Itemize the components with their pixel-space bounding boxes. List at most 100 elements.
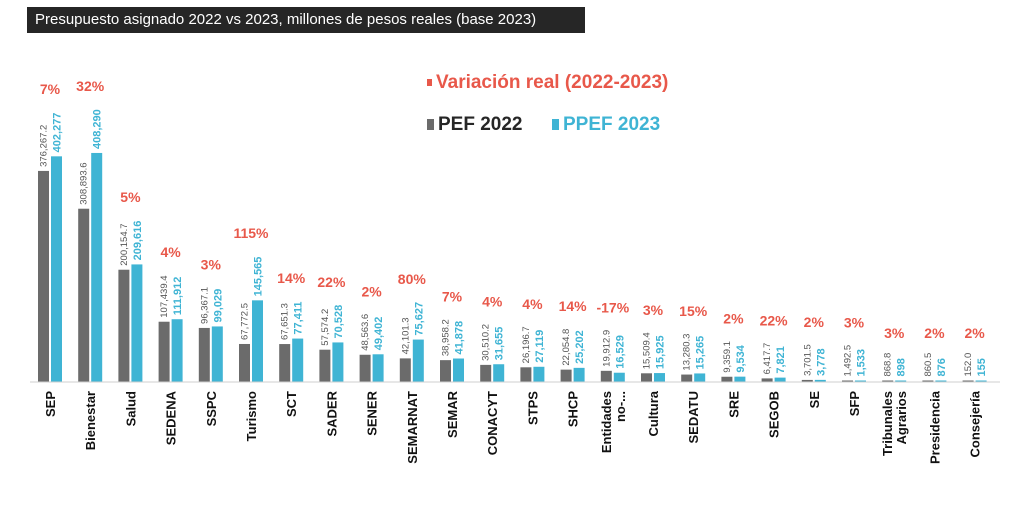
bar-pef-2022 bbox=[882, 380, 894, 382]
data-label-pef: 152.0 bbox=[963, 353, 974, 377]
category-label: SENER bbox=[365, 390, 380, 435]
bar-pef-2022 bbox=[922, 380, 934, 382]
data-label-ppef: 15,925 bbox=[655, 335, 667, 369]
data-label-ppef: 70,528 bbox=[333, 305, 345, 339]
category-label: CONACYT bbox=[485, 391, 500, 455]
bar-ppef-2023 bbox=[613, 372, 625, 382]
variation-label: -17% bbox=[596, 299, 629, 315]
bar-ppef-2023 bbox=[734, 376, 746, 382]
bar-pef-2022 bbox=[198, 327, 210, 382]
legend-variation-swatch bbox=[427, 79, 432, 87]
legend-pef: PEF 2022 bbox=[427, 114, 523, 136]
category-label: SHCP bbox=[566, 391, 581, 427]
data-label-pef: 26,196.7 bbox=[521, 326, 532, 363]
bar-pef-2022 bbox=[721, 376, 733, 382]
data-label-ppef: 25,202 bbox=[574, 330, 586, 364]
category-label: SEMAR bbox=[445, 390, 460, 438]
bar-ppef-2023 bbox=[895, 380, 907, 382]
data-label-pef: 42,101.3 bbox=[400, 317, 411, 354]
data-label-ppef: 3,778 bbox=[815, 348, 827, 376]
bar-ppef-2023 bbox=[453, 358, 464, 382]
variation-label: 4% bbox=[160, 244, 181, 260]
category-label: Consejería bbox=[968, 390, 983, 457]
bar-pef-2022 bbox=[158, 321, 170, 382]
data-label-ppef: 1,533 bbox=[856, 349, 868, 377]
data-label-pef: 19,912.9 bbox=[601, 330, 612, 367]
category-label: SE bbox=[807, 391, 822, 409]
category-label: SEDENA bbox=[164, 390, 179, 445]
bar-pef-2022 bbox=[239, 343, 250, 382]
bar-ppef-2023 bbox=[573, 367, 585, 382]
bar-ppef-2023 bbox=[171, 319, 183, 382]
data-label-pef: 308,893.6 bbox=[79, 162, 90, 204]
bar-ppef-2023 bbox=[975, 380, 987, 382]
data-label-ppef: 27,119 bbox=[534, 330, 546, 363]
variation-label: 7% bbox=[442, 289, 463, 305]
category-label: Turismo bbox=[244, 391, 259, 441]
data-label-pef: 96,367.1 bbox=[199, 287, 210, 324]
legend-pef-swatch bbox=[427, 119, 434, 131]
variation-label: 3% bbox=[844, 314, 865, 330]
category-label: SEMARNAT bbox=[405, 391, 420, 464]
bar-pef-2022 bbox=[78, 208, 90, 382]
bar-ppef-2023 bbox=[292, 338, 304, 382]
category-label: Agrarios bbox=[894, 391, 909, 444]
legend-variation-label: Variación real (2022-2023) bbox=[436, 72, 669, 93]
category-label: Cultura bbox=[646, 390, 661, 436]
bar-ppef-2023 bbox=[814, 379, 826, 382]
bar-ppef-2023 bbox=[935, 380, 947, 382]
variation-label: 32% bbox=[76, 78, 105, 94]
category-label: Salud bbox=[123, 391, 138, 426]
variation-label: 115% bbox=[233, 225, 269, 241]
data-label-ppef: 41,878 bbox=[454, 321, 466, 355]
variation-label: 14% bbox=[559, 298, 588, 314]
category-label: SEP bbox=[43, 391, 58, 417]
bar-pef-2022 bbox=[520, 367, 532, 382]
data-label-pef: 107,439.4 bbox=[159, 275, 170, 317]
chart-title: Presupuesto asignado 2022 vs 2023, millo… bbox=[27, 7, 585, 33]
bar-ppef-2023 bbox=[51, 156, 62, 382]
bar-ppef-2023 bbox=[493, 364, 505, 382]
variation-label: 80% bbox=[398, 271, 427, 287]
bar-ppef-2023 bbox=[211, 326, 223, 382]
legend-variation: Variación real (2022-2023) bbox=[427, 72, 668, 94]
category-label: Presidencia bbox=[927, 390, 942, 464]
bar-pef-2022 bbox=[962, 380, 974, 382]
data-label-pef: 57,574.2 bbox=[320, 309, 331, 346]
data-label-pef: 376,267.2 bbox=[39, 125, 50, 167]
category-label: Tribunales bbox=[880, 391, 895, 456]
bar-pef-2022 bbox=[842, 380, 853, 382]
bar-ppef-2023 bbox=[252, 300, 263, 382]
data-label-pef: 6,417.7 bbox=[762, 343, 773, 375]
category-label: SFP bbox=[847, 391, 862, 417]
bar-ppef-2023 bbox=[694, 373, 706, 382]
data-label-ppef: 77,411 bbox=[293, 302, 305, 335]
data-label-ppef: 876 bbox=[936, 358, 948, 376]
variation-label: 4% bbox=[482, 293, 503, 309]
data-label-pef: 200,154.7 bbox=[119, 223, 130, 265]
data-label-pef: 22,054.8 bbox=[561, 329, 572, 366]
category-label: SSPC bbox=[204, 390, 219, 426]
variation-label: 3% bbox=[884, 325, 905, 341]
data-label-pef: 860.5 bbox=[923, 353, 934, 377]
bar-ppef-2023 bbox=[131, 264, 143, 382]
data-label-pef: 15,509.4 bbox=[642, 332, 653, 369]
legend-ppef-label: PPEF 2023 bbox=[563, 114, 661, 135]
data-label-ppef: 898 bbox=[896, 358, 908, 376]
category-label: Bienestar bbox=[83, 391, 98, 450]
bar-ppef-2023 bbox=[533, 366, 545, 382]
variation-label: 3% bbox=[643, 302, 664, 318]
data-label-pef: 9,359.1 bbox=[722, 341, 733, 373]
bar-ppef-2023 bbox=[332, 342, 344, 382]
legend-ppef: PPEF 2023 bbox=[552, 114, 660, 136]
variation-label: 15% bbox=[679, 303, 708, 319]
bar-ppef-2023 bbox=[372, 354, 384, 382]
category-label: SRE bbox=[726, 391, 741, 418]
category-label: SEGOB bbox=[767, 391, 782, 438]
data-label-pef: 868.8 bbox=[883, 353, 894, 377]
bar-pef-2022 bbox=[440, 360, 451, 382]
data-label-ppef: 16,529 bbox=[614, 335, 626, 369]
variation-label: 3% bbox=[201, 257, 222, 273]
data-label-ppef: 155 bbox=[976, 358, 988, 376]
